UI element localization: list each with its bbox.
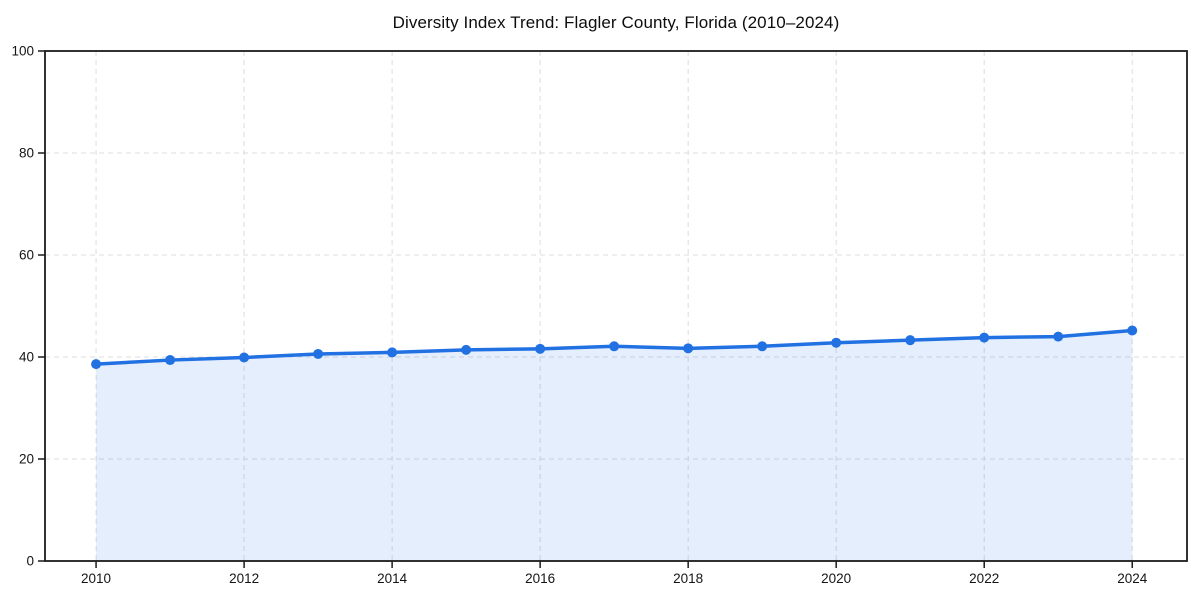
x-tick-label: 2010: [81, 571, 111, 586]
data-point-marker: [757, 341, 768, 352]
data-point-marker: [905, 335, 916, 346]
y-tick-label: 100: [11, 44, 34, 59]
data-point-marker: [831, 337, 842, 348]
data-point-marker: [535, 343, 546, 354]
data-point-marker: [165, 355, 176, 366]
x-tick-label: 2012: [229, 571, 259, 586]
y-tick-label: 40: [19, 350, 34, 365]
y-tick-label: 80: [19, 146, 34, 161]
data-point-marker: [609, 341, 620, 352]
y-tick-label: 0: [26, 554, 34, 569]
chart-title: Diversity Index Trend: Flagler County, F…: [392, 13, 840, 32]
data-point-marker: [461, 344, 472, 355]
plot-border: [44, 50, 1188, 562]
data-point-marker: [683, 343, 694, 354]
data-point-marker: [1127, 325, 1138, 336]
data-point-marker: [91, 359, 102, 370]
y-tick-label: 20: [19, 452, 34, 467]
data-point-marker: [313, 348, 324, 359]
x-tick-label: 2024: [1117, 571, 1148, 586]
data-point-marker: [387, 347, 398, 358]
x-tick-label: 2018: [673, 571, 703, 586]
x-tick-label: 2016: [525, 571, 555, 586]
area-fill: [96, 330, 1133, 561]
x-tick-label: 2022: [969, 571, 999, 586]
data-point-marker: [239, 352, 250, 363]
x-tick-label: 2014: [377, 571, 408, 586]
y-tick-label: 60: [19, 248, 34, 263]
data-point-marker: [979, 332, 990, 343]
data-point-marker: [1053, 331, 1064, 342]
x-tick-label: 2020: [821, 571, 851, 586]
